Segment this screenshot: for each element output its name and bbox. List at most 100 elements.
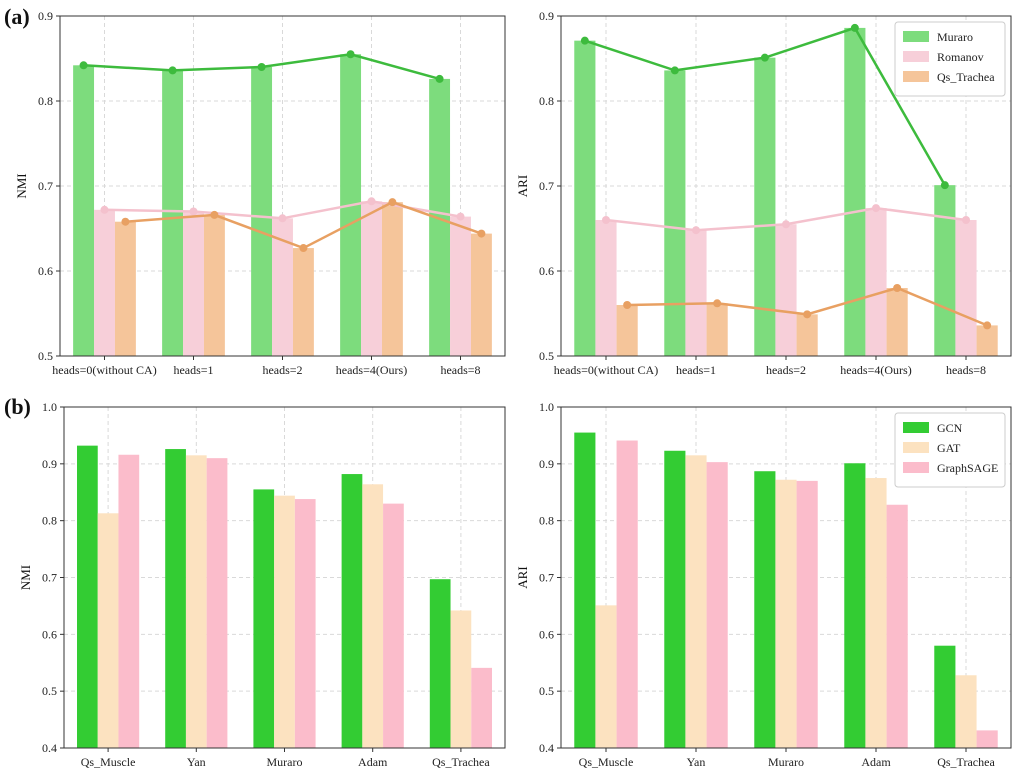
x-tick-label: heads=0(without CA): [554, 363, 658, 377]
point-Qs_Trachea-2: [299, 244, 308, 253]
bar-Romanov-4: [955, 220, 977, 356]
x-tick-label: heads=2: [262, 363, 302, 377]
legend: GCN GAT GraphSAGE: [894, 412, 1006, 488]
bar-Muraro-1: [162, 70, 184, 357]
bar-Romanov-4: [450, 216, 471, 356]
bar-Romanov-3: [361, 201, 382, 356]
chart-a-nmi: 0.5 0.6 0.7 0.8 0.9 heads=0(without CA) heads=…: [14, 9, 506, 377]
y-tick-label: 0.5: [38, 349, 53, 363]
bar-GraphSAGE-0: [118, 454, 140, 748]
bar-GCN-3: [844, 463, 866, 748]
y-tick-label: 0.7: [38, 179, 53, 193]
bar-GraphSAGE-1: [206, 458, 228, 748]
y-tick-label: 0.6: [539, 264, 554, 278]
point-Romanov-1: [189, 207, 198, 216]
bar-Romanov-1: [685, 230, 707, 356]
y-tick-label: 0.5: [539, 684, 554, 698]
x-tick-label: Qs_Muscle: [81, 755, 136, 769]
point-Muraro-1: [670, 66, 679, 75]
y-tick-label: 0.9: [539, 457, 554, 471]
bar-GCN-4: [934, 645, 956, 748]
bar-GraphSAGE-3: [383, 503, 404, 748]
x-tick-label: Yan: [187, 755, 206, 769]
bar-Muraro-2: [754, 57, 776, 357]
point-Romanov-2: [278, 214, 287, 223]
bar-Muraro-4: [429, 78, 451, 357]
y-axis-label: ARI: [515, 175, 530, 197]
y-tick-label: 0.9: [38, 9, 53, 23]
bar-GAT-0: [97, 513, 119, 748]
y-tick-label: 0.7: [42, 571, 57, 585]
bar-Muraro-2: [251, 67, 273, 356]
x-tick-label: Qs_Trachea: [432, 755, 490, 769]
y-axis-label: NMI: [14, 173, 29, 198]
point-Romanov-4: [456, 212, 465, 221]
legend-label-Muraro: Muraro: [937, 30, 973, 44]
point-Romanov-3: [367, 197, 376, 206]
bar-GCN-0: [574, 432, 596, 748]
y-tick-label: 0.6: [38, 264, 53, 278]
x-tick-label: Adam: [861, 755, 891, 769]
bar-GCN-0: [77, 445, 98, 748]
bar-Muraro-1: [664, 70, 686, 357]
point-Qs_Trachea-3: [388, 198, 397, 207]
bar-Qs_Trachea-3: [381, 202, 403, 356]
bar-GAT-3: [362, 484, 384, 748]
bar-Qs_Trachea-2: [292, 248, 314, 356]
point-Muraro-3: [346, 50, 355, 59]
y-tick-label: 0.5: [539, 349, 554, 363]
x-tick-label: Adam: [358, 755, 388, 769]
bar-GAT-1: [185, 455, 207, 748]
bar-GAT-1: [685, 455, 707, 748]
point-Muraro-0: [79, 61, 88, 70]
bar-Qs_Trachea-1: [203, 214, 225, 356]
point-Romanov-1: [692, 226, 700, 235]
point-Muraro-1: [168, 66, 177, 75]
bar-Qs_Trachea-1: [706, 303, 728, 356]
chart-b-ari: 0.4 0.5 0.6 0.7 0.8 0.9 1.0 Qs_Muscle Yan Muraro A…: [515, 400, 1012, 769]
bar-GAT-4: [450, 610, 472, 748]
chart-b-nmi: 0.4 0.5 0.6 0.7 0.8 0.9 1.0 Qs_Muscle Yan Muraro A…: [18, 400, 506, 769]
x-tick-label: heads=4(Ours): [336, 363, 407, 377]
y-tick-label: 1.0: [42, 400, 57, 414]
bar-GAT-0: [595, 605, 617, 748]
x-tick-label: Yan: [687, 755, 706, 769]
legend-swatch-Muraro: [903, 31, 929, 42]
bar-GraphSAGE-2: [796, 480, 818, 748]
bar-GCN-1: [664, 450, 686, 748]
y-tick-label: 0.6: [539, 627, 554, 641]
x-tick-label: heads=8: [946, 363, 986, 377]
legend-swatch-GCN: [903, 422, 929, 433]
y-tick-label: 0.9: [42, 457, 57, 471]
y-tick-label: 0.6: [42, 627, 57, 641]
chart-a-ari: 0.5 0.6 0.7 0.8 0.9 heads=0(without CA) heads=…: [515, 9, 1012, 377]
x-tick-label: Muraro: [768, 755, 804, 769]
legend: Muraro Romanov Qs_Trachea: [894, 21, 1006, 97]
y-tick-label: 0.8: [42, 514, 57, 528]
bar-Qs_Trachea-2: [796, 314, 818, 356]
point-Qs_Trachea-1: [713, 299, 722, 308]
bar-GAT-3: [865, 478, 887, 748]
bar-Romanov-2: [775, 224, 797, 356]
legend-swatch-GAT: [903, 442, 929, 453]
point-Qs_Trachea-0: [623, 301, 632, 309]
bar-Romanov-1: [183, 211, 204, 356]
bar-GAT-2: [274, 495, 295, 748]
legend-label-Romanov: Romanov: [937, 50, 984, 64]
x-tick-label: Qs_Trachea: [937, 755, 995, 769]
point-Qs_Trachea-2: [803, 310, 812, 319]
x-tick-label: Qs_Muscle: [579, 755, 634, 769]
legend-swatch-Qs_Trachea: [903, 71, 929, 82]
point-Qs_Trachea-4: [983, 321, 992, 330]
bar-GraphSAGE-0: [616, 440, 638, 748]
bar-GCN-4: [429, 579, 451, 748]
x-tick-label: Muraro: [267, 755, 303, 769]
point-Muraro-2: [760, 53, 769, 62]
bar-Romanov-3: [865, 208, 887, 356]
y-tick-label: 0.8: [539, 514, 554, 528]
y-tick-label: 0.4: [42, 741, 57, 755]
bar-Qs_Trachea-0: [616, 305, 638, 356]
point-Qs_Trachea-4: [477, 229, 486, 238]
y-tick-label: 0.8: [38, 94, 53, 108]
y-axis-label: ARI: [515, 566, 530, 588]
